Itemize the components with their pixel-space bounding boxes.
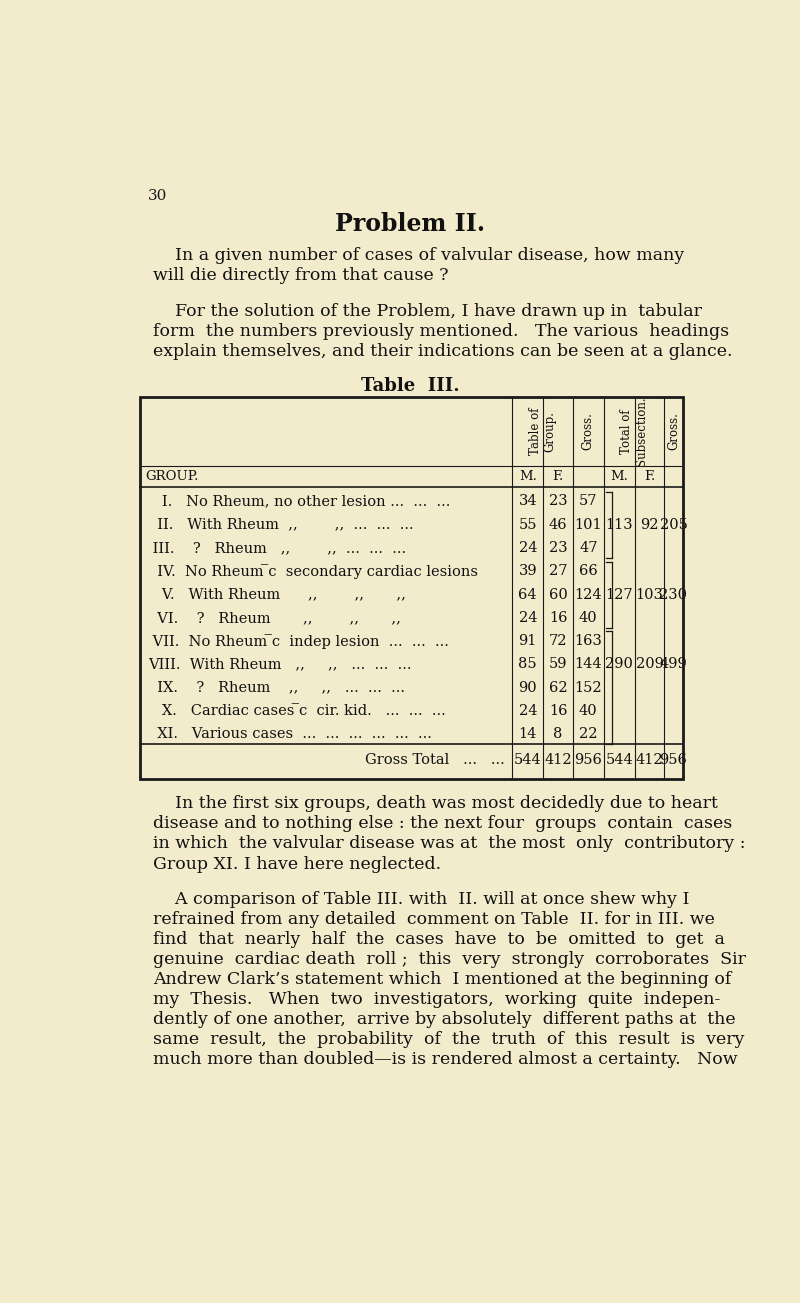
Text: V.   With Rheum      ,,        ,,       ,,: V. With Rheum ,, ,, ,, xyxy=(148,588,406,602)
Text: 91: 91 xyxy=(518,635,537,648)
Text: 24: 24 xyxy=(518,704,537,718)
Text: form  the numbers previously mentioned.   The various  headings: form the numbers previously mentioned. T… xyxy=(153,323,729,340)
Text: 16: 16 xyxy=(549,704,567,718)
Text: M.: M. xyxy=(610,470,628,483)
Text: 127: 127 xyxy=(606,588,633,602)
Text: 40: 40 xyxy=(579,611,598,625)
Text: refrained from any detailed  comment on Table  II. for in III. we: refrained from any detailed comment on T… xyxy=(153,911,714,928)
Text: 59: 59 xyxy=(549,658,567,671)
Text: Problem II.: Problem II. xyxy=(335,212,485,236)
Text: 412: 412 xyxy=(544,753,572,767)
Text: 101: 101 xyxy=(574,517,602,532)
Text: my  Thesis.   When  two  investigators,  working  quite  indepen-: my Thesis. When two investigators, worki… xyxy=(153,992,720,1009)
Text: VI.    ?   Rheum       ,,        ,,       ,,: VI. ? Rheum ,, ,, ,, xyxy=(148,611,401,625)
Text: III.    ?   Rheum   ,,        ,,  ...  ...  ...: III. ? Rheum ,, ,, ... ... ... xyxy=(148,541,406,555)
Text: VII.  No Rheum ̅c  indep lesion  ...  ...  ...: VII. No Rheum ̅c indep lesion ... ... ..… xyxy=(148,633,449,649)
Text: 57: 57 xyxy=(579,494,598,508)
Bar xyxy=(140,396,682,778)
Text: 39: 39 xyxy=(518,564,537,579)
Text: dently of one another,  arrive by absolutely  different paths at  the: dently of one another, arrive by absolut… xyxy=(153,1011,735,1028)
Text: 55: 55 xyxy=(518,517,537,532)
Text: 27: 27 xyxy=(549,564,567,579)
Text: Gross.: Gross. xyxy=(667,412,680,451)
Text: 60: 60 xyxy=(549,588,567,602)
Text: 230: 230 xyxy=(659,588,687,602)
Text: much more than doubled—is is rendered almost a certainty.   Now: much more than doubled—is is rendered al… xyxy=(153,1052,738,1068)
Text: in which  the valvular disease was at  the most  only  contributory :: in which the valvular disease was at the… xyxy=(153,835,746,852)
Text: 30: 30 xyxy=(148,189,167,203)
Text: 90: 90 xyxy=(518,680,537,694)
Text: 205: 205 xyxy=(659,517,687,532)
Text: VIII.  With Rheum   ,,     ,,   ...  ...  ...: VIII. With Rheum ,, ,, ... ... ... xyxy=(148,658,411,671)
Text: 499: 499 xyxy=(660,658,687,671)
Text: 72: 72 xyxy=(549,635,567,648)
Text: 544: 544 xyxy=(514,753,542,767)
Text: 14: 14 xyxy=(518,727,537,741)
Text: 64: 64 xyxy=(518,588,537,602)
Text: 34: 34 xyxy=(518,494,537,508)
Text: 163: 163 xyxy=(574,635,602,648)
Text: 209: 209 xyxy=(635,658,663,671)
Text: F.: F. xyxy=(553,470,564,483)
Text: 103: 103 xyxy=(635,588,663,602)
Text: 47: 47 xyxy=(579,541,598,555)
Text: 22: 22 xyxy=(579,727,598,741)
Text: 8: 8 xyxy=(554,727,562,741)
Text: 40: 40 xyxy=(579,704,598,718)
Text: 85: 85 xyxy=(518,658,537,671)
Text: I.   No Rheum, no other lesion ...  ...  ...: I. No Rheum, no other lesion ... ... ... xyxy=(148,494,450,508)
Text: will die directly from that cause ?: will die directly from that cause ? xyxy=(153,267,448,284)
Text: 92: 92 xyxy=(640,517,658,532)
Text: In a given number of cases of valvular disease, how many: In a given number of cases of valvular d… xyxy=(153,248,684,265)
Text: 24: 24 xyxy=(518,611,537,625)
Text: 152: 152 xyxy=(574,680,602,694)
Text: find  that  nearly  half  the  cases  have  to  be  omitted  to  get  a: find that nearly half the cases have to … xyxy=(153,930,725,949)
Text: 412: 412 xyxy=(636,753,663,767)
Text: F.: F. xyxy=(644,470,655,483)
Text: A comparison of Table III. with  II. will at once shew why I: A comparison of Table III. with II. will… xyxy=(153,891,690,908)
Text: 956: 956 xyxy=(659,753,687,767)
Text: In the first six groups, death was most decidedly due to heart: In the first six groups, death was most … xyxy=(153,795,718,813)
Text: For the solution of the Problem, I have drawn up in  tabular: For the solution of the Problem, I have … xyxy=(153,302,702,319)
Text: XI.   Various cases  ...  ...  ...  ...  ...  ...: XI. Various cases ... ... ... ... ... ..… xyxy=(148,727,432,741)
Text: X.   Cardiac cases ̅c  cir. kid.   ...  ...  ...: X. Cardiac cases ̅c cir. kid. ... ... ..… xyxy=(148,704,446,718)
Text: Group XI. I have here neglected.: Group XI. I have here neglected. xyxy=(153,856,441,873)
Text: Table  III.: Table III. xyxy=(361,377,459,395)
Text: M.: M. xyxy=(519,470,537,483)
Text: IX.    ?   Rheum    ,,     ,,   ...  ...  ...: IX. ? Rheum ,, ,, ... ... ... xyxy=(148,680,405,694)
Text: Andrew Clark’s statement which  I mentioned at the beginning of: Andrew Clark’s statement which I mention… xyxy=(153,971,731,988)
Text: 62: 62 xyxy=(549,680,567,694)
Text: IV.  No Rheum ̅c  secondary cardiac lesions: IV. No Rheum ̅c secondary cardiac lesion… xyxy=(148,564,478,579)
Text: 23: 23 xyxy=(549,494,567,508)
Text: 24: 24 xyxy=(518,541,537,555)
Text: 144: 144 xyxy=(574,658,602,671)
Text: 113: 113 xyxy=(606,517,633,532)
Text: 290: 290 xyxy=(606,658,633,671)
Text: Table of
Group.: Table of Group. xyxy=(529,408,556,455)
Text: 956: 956 xyxy=(574,753,602,767)
Text: 66: 66 xyxy=(579,564,598,579)
Text: Total of
Subsection.: Total of Subsection. xyxy=(620,396,648,466)
Text: 23: 23 xyxy=(549,541,567,555)
Text: Gross.: Gross. xyxy=(582,412,594,451)
Text: same  result,  the  probability  of  the  truth  of  this  result  is  very: same result, the probability of the trut… xyxy=(153,1031,744,1048)
Text: disease and to nothing else : the next four  groups  contain  cases: disease and to nothing else : the next f… xyxy=(153,816,732,833)
Text: 544: 544 xyxy=(606,753,633,767)
Text: 16: 16 xyxy=(549,611,567,625)
Text: genuine  cardiac death  roll ;  this  very  strongly  corroborates  Sir: genuine cardiac death roll ; this very s… xyxy=(153,951,746,968)
Text: Gross Total   ...   ...: Gross Total ... ... xyxy=(365,753,505,767)
Text: 46: 46 xyxy=(549,517,567,532)
Text: II.   With Rheum  ,,        ,,  ...  ...  ...: II. With Rheum ,, ,, ... ... ... xyxy=(148,517,414,532)
Text: GROUP.: GROUP. xyxy=(145,470,198,483)
Text: explain themselves, and their indications can be seen at a glance.: explain themselves, and their indication… xyxy=(153,343,732,360)
Text: 124: 124 xyxy=(574,588,602,602)
